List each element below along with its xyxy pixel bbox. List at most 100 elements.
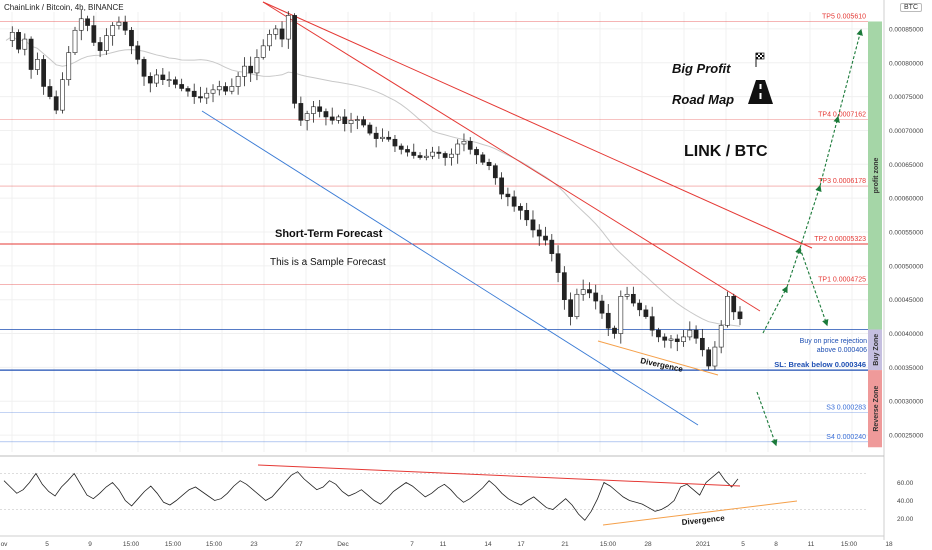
candle-body	[323, 111, 329, 118]
candle-body	[605, 312, 611, 329]
profit-zone	[868, 21, 882, 330]
zones-column: profit zone Buy Zone Reverse Zone	[868, 21, 882, 448]
candle-body	[718, 325, 724, 348]
candle-body	[298, 103, 304, 121]
candle-body	[699, 337, 705, 351]
candle-body	[22, 38, 28, 50]
road-icon	[748, 80, 773, 104]
candle-body	[185, 88, 191, 92]
pair-text: LINK / BTC	[684, 143, 768, 160]
candle-body	[317, 106, 323, 112]
y-tick-label: 0.00035000	[889, 365, 924, 372]
candle-body	[66, 52, 72, 80]
candle-body	[380, 136, 385, 139]
candle-body	[242, 65, 247, 77]
rsi-tick-label: 40.00	[897, 498, 914, 505]
candle-body	[235, 76, 241, 87]
candle-body	[210, 89, 216, 94]
level-lines	[0, 21, 868, 443]
time-axis[interactable]: ov 5 9 15:00 15:00 15:00 23 27 Dec 7 11 14 17 21 15:00…	[0, 535, 893, 548]
candle-body	[342, 116, 348, 124]
forecast-arrow	[819, 115, 840, 187]
candle-body	[423, 155, 429, 158]
x-tick-label: 11	[808, 541, 815, 548]
sample-text: This is a Sample Forecast	[270, 257, 386, 268]
candle-body	[668, 338, 674, 341]
level-label: TP5 0.005610	[822, 13, 866, 20]
candle-body	[706, 349, 712, 367]
candle-body	[248, 65, 254, 74]
candle-body	[179, 84, 185, 89]
x-tick-label: 28	[644, 541, 652, 548]
candle-body	[662, 336, 668, 341]
y-tick-label: 0.00045000	[889, 297, 924, 304]
candle-body	[34, 59, 40, 70]
price-axis[interactable]: 0.00085000 0.00080000 0.00075000 0.00070000…	[883, 0, 932, 550]
level-label: TP2 0.00005323	[814, 236, 866, 243]
reverse-zone-label: Reverse Zone	[873, 386, 880, 432]
y-tick-label: 0.00080000	[889, 60, 924, 67]
candle-body	[561, 272, 567, 300]
candle-body	[254, 57, 260, 74]
x-tick-label: 15:00	[123, 541, 140, 548]
candle-body	[712, 346, 718, 367]
candle-body	[273, 28, 279, 35]
candle-body	[474, 149, 479, 156]
candle-body	[60, 79, 65, 111]
x-tick-label: 11	[440, 541, 447, 548]
candle-body	[524, 210, 530, 221]
currency-badge[interactable]: BTC	[900, 3, 922, 12]
candle-body	[656, 329, 661, 338]
candle-body	[442, 153, 448, 158]
buy-rejection-text: Buy on price rejection	[800, 338, 867, 345]
candle-body	[110, 25, 116, 36]
forecast-arrows	[756, 28, 863, 447]
candle-body	[373, 132, 379, 139]
y-tick-label: 0.00060000	[889, 196, 924, 203]
x-tick-label: 8	[774, 541, 778, 548]
buy-zone-label: Buy Zone	[873, 334, 880, 366]
rsi-panel: 60.00 40.00 20.00	[0, 455, 914, 526]
candle-body	[599, 300, 605, 314]
candle-body	[543, 235, 548, 241]
resistance-trendline-2	[262, 1, 761, 312]
candle-body	[216, 86, 222, 91]
candle-body	[386, 136, 392, 140]
price-candles	[9, 9, 743, 371]
level-label: TP1 0.0004725	[818, 276, 866, 283]
x-tick-label: 15:00	[600, 541, 617, 548]
candle-body	[311, 106, 316, 114]
candle-body	[681, 336, 686, 342]
x-tick-label: 27	[295, 541, 303, 548]
candle-body	[285, 15, 291, 40]
resistance-trendline	[262, 1, 813, 249]
candle-body	[367, 124, 373, 134]
candle-body	[191, 90, 197, 97]
candle-body	[555, 253, 561, 273]
candle-body	[229, 86, 235, 92]
candle-body	[511, 196, 517, 207]
forecast-arrow	[799, 184, 822, 249]
road-map-text: Road Map	[672, 92, 734, 107]
x-tick-label: 15:00	[165, 541, 182, 548]
y-tick-label: 0.00055000	[889, 230, 924, 237]
candle-body	[593, 292, 599, 302]
divergence-line-price	[597, 340, 719, 376]
level-label: S3 0.000283	[826, 405, 866, 412]
candle-body	[53, 96, 59, 111]
x-tick-label: 23	[250, 541, 258, 548]
candle-body	[354, 119, 360, 121]
candle-body	[687, 329, 693, 338]
x-tick-label: ov	[1, 541, 9, 548]
candle-body	[85, 18, 90, 26]
x-tick-label: 15:00	[841, 541, 858, 548]
candle-body	[292, 15, 297, 104]
candle-body	[405, 149, 410, 153]
level-label: TP4 0.0007162	[818, 111, 866, 118]
candle-body	[499, 177, 504, 195]
forecast-arrow	[799, 247, 829, 327]
candle-body	[348, 120, 354, 124]
moving-average	[5, 35, 741, 327]
grid	[0, 12, 895, 452]
